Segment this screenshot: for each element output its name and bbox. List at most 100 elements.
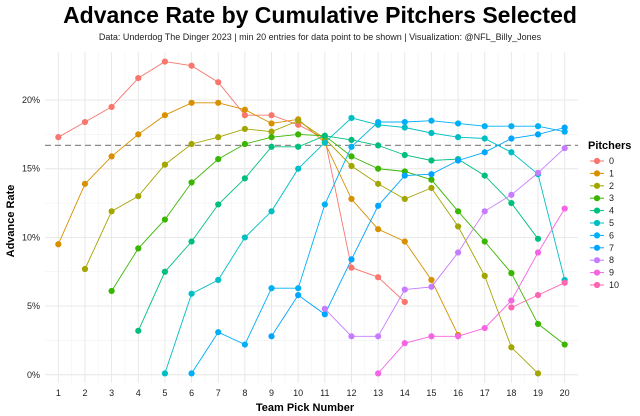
x-tick-label: 14 [400, 388, 410, 398]
data-point-1 [108, 153, 115, 160]
legend-title: Pitchers [588, 140, 631, 152]
data-point-2 [295, 117, 302, 124]
data-point-5 [428, 129, 435, 137]
data-point-5 [454, 134, 462, 141]
data-point-4 [268, 143, 275, 150]
data-point-6 [241, 341, 248, 348]
x-tick-label: 8 [242, 388, 247, 398]
data-point-9 [534, 249, 542, 256]
data-point-7 [508, 135, 515, 142]
data-point-9 [561, 205, 568, 212]
x-axis-label: Team Pick Number [256, 402, 355, 414]
data-point-0 [188, 62, 195, 69]
series-line-7 [271, 127, 565, 337]
data-point-5 [295, 165, 302, 172]
data-point-0 [348, 264, 355, 271]
data-point-8 [321, 305, 328, 312]
data-point-4 [321, 132, 328, 139]
data-point-7 [534, 131, 542, 138]
data-point-2 [481, 272, 488, 279]
legend-label-0: 0 [609, 156, 614, 166]
data-point-4 [241, 175, 248, 182]
data-point-3 [534, 320, 542, 328]
data-point-6 [188, 370, 195, 377]
data-point-2 [268, 128, 275, 135]
data-point-5 [481, 135, 488, 142]
data-point-5 [401, 124, 408, 131]
data-point-2 [534, 370, 542, 377]
data-point-1 [215, 99, 222, 106]
x-tick-label: 13 [373, 388, 383, 398]
data-point-3 [161, 216, 169, 223]
legend-label-5: 5 [609, 218, 614, 228]
data-point-5 [268, 208, 275, 215]
data-point-4 [534, 235, 542, 242]
data-point-6 [321, 201, 328, 208]
data-point-7 [295, 291, 302, 299]
x-tick-label: 17 [480, 388, 490, 398]
data-point-8 [454, 249, 462, 256]
y-tick-label: 15% [22, 164, 40, 174]
data-point-3 [561, 341, 568, 348]
data-point-0 [241, 112, 248, 119]
data-point-7 [375, 202, 382, 209]
data-point-4 [135, 327, 142, 334]
legend-key-point-3 [593, 195, 601, 202]
data-point-5 [348, 114, 355, 122]
y-axis-label: Advance Rate [5, 185, 17, 258]
data-point-9 [428, 333, 435, 340]
data-point-3 [268, 134, 275, 141]
data-point-1 [55, 241, 62, 248]
x-tick-label: 20 [560, 388, 570, 398]
x-tick-label: 11 [320, 388, 329, 398]
chart-title: Advance Rate by Cumulative Pitchers Sele… [63, 2, 577, 28]
legend-label-8: 8 [609, 255, 614, 265]
x-tick-label: 12 [346, 388, 356, 398]
legend-key-point-4 [593, 207, 601, 214]
data-point-3 [481, 238, 488, 245]
data-point-0 [215, 79, 222, 86]
data-point-6 [295, 285, 302, 292]
legend-key-point-10 [593, 281, 601, 289]
data-point-7 [268, 333, 275, 340]
data-point-3 [508, 270, 515, 277]
legend-label-10: 10 [609, 280, 619, 290]
data-point-3 [215, 156, 222, 163]
data-point-4 [295, 143, 302, 150]
data-point-1 [135, 131, 142, 138]
x-tick-label: 4 [136, 388, 141, 398]
data-point-0 [55, 134, 62, 141]
data-point-1 [161, 112, 169, 119]
data-point-3 [108, 287, 115, 295]
data-point-5 [241, 234, 248, 241]
data-point-1 [401, 238, 408, 245]
y-tick-label: 20% [22, 95, 40, 105]
series-points [55, 58, 568, 377]
legend-label-3: 3 [609, 193, 614, 203]
data-point-4 [401, 151, 408, 159]
legend-key-point-0 [593, 157, 601, 165]
data-point-7 [348, 256, 355, 263]
x-tick-label: 9 [269, 388, 274, 398]
data-point-9 [481, 324, 488, 332]
data-point-6 [215, 329, 222, 336]
data-point-2 [348, 162, 355, 170]
data-point-8 [428, 283, 435, 290]
legend-key-point-6 [593, 232, 601, 239]
x-tick-label: 19 [533, 388, 543, 398]
data-point-5 [508, 149, 515, 156]
x-axis-ticks: 1 2 3 4 5 6 7 8 9 10 11 12 13 14 15 16 17 18 19 20 [56, 388, 570, 398]
data-point-2 [215, 134, 222, 141]
data-point-2 [428, 184, 435, 192]
data-point-0 [108, 103, 115, 111]
legend-label-9: 9 [609, 268, 614, 278]
data-point-10 [508, 304, 515, 311]
minor-gridlines [45, 52, 578, 383]
legend-label-4: 4 [609, 206, 614, 216]
data-point-10 [561, 279, 568, 286]
data-point-0 [401, 298, 408, 306]
data-point-4 [481, 172, 488, 179]
data-point-4 [161, 268, 169, 275]
data-point-0 [161, 58, 169, 65]
